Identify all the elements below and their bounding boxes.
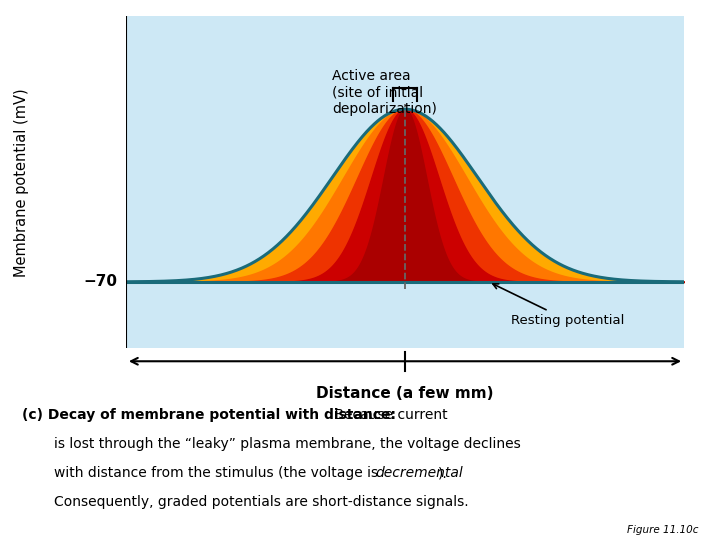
Text: Consequently, graded potentials are short-distance signals.: Consequently, graded potentials are shor… — [54, 495, 469, 509]
Text: (c) Decay of membrane potential with distance:: (c) Decay of membrane potential with dis… — [22, 408, 395, 422]
Text: Membrane potential (mV): Membrane potential (mV) — [14, 88, 29, 276]
Text: Active area
(site of initial
depolarization): Active area (site of initial depolarizat… — [333, 69, 437, 116]
Text: Figure 11.10c: Figure 11.10c — [627, 524, 698, 535]
Text: Distance (a few mm): Distance (a few mm) — [316, 386, 494, 401]
Text: Because current: Because current — [330, 408, 447, 422]
Text: with distance from the stimulus (the voltage is: with distance from the stimulus (the vol… — [54, 466, 382, 480]
Text: is lost through the “leaky” plasma membrane, the voltage declines: is lost through the “leaky” plasma membr… — [54, 437, 521, 451]
Text: ).: ). — [438, 466, 448, 480]
Text: −70: −70 — [84, 274, 117, 289]
Text: decremental: decremental — [375, 466, 463, 480]
Text: Resting potential: Resting potential — [493, 284, 624, 327]
